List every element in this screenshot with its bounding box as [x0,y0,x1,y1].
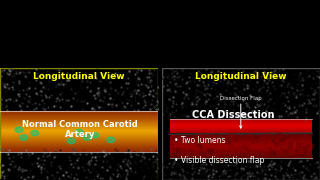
Bar [0,127,158,128]
Bar [170,137,312,138]
Bar [170,119,312,120]
Bar [0,121,158,122]
Bar [170,130,312,131]
Text: • Two lumens: • Two lumens [174,136,226,145]
Bar [170,148,312,149]
Bar [170,144,312,145]
Bar [170,146,312,147]
Bar [170,120,312,121]
Bar [0,148,158,149]
Bar [0,131,158,132]
Bar [170,132,312,133]
Bar [0,138,158,139]
Bar [0,150,158,151]
Text: Normal Common Carotid
Artery: Normal Common Carotid Artery [22,120,138,139]
Bar [170,126,312,127]
Bar [0,146,158,147]
Bar [0,128,158,129]
Bar [170,123,312,124]
Bar [0,132,158,133]
Bar [170,150,312,151]
Bar [0,179,158,180]
Bar [170,135,312,136]
Bar [170,143,312,144]
Bar [0,112,158,113]
Text: Longitudinal View: Longitudinal View [33,72,125,81]
Bar [170,157,312,158]
Circle shape [31,130,39,136]
Bar [170,152,312,153]
Bar [0,139,158,140]
Bar [170,136,312,137]
Bar [0,151,158,152]
Bar [170,129,312,130]
Circle shape [83,135,91,140]
Bar [170,128,312,129]
Bar [170,138,312,139]
Bar [0,130,158,131]
Text: Dissection Flap: Dissection Flap [220,96,262,128]
Bar [0,114,158,115]
Bar [0,126,158,127]
Bar [0,136,158,137]
Bar [0,129,158,130]
Bar [170,122,312,123]
Bar [170,153,312,154]
Bar [0,144,158,145]
Bar [0,140,158,141]
Text: • Visible dissection flap: • Visible dissection flap [174,156,265,165]
Bar [0,149,158,150]
Bar [0,125,158,126]
Bar [170,131,312,132]
Circle shape [107,137,115,143]
Circle shape [20,135,28,140]
Bar [0,134,158,135]
Bar [0,122,158,123]
Bar [0,124,158,125]
Bar [170,127,312,128]
Text: Longitudinal View: Longitudinal View [195,72,287,81]
Bar [170,147,312,148]
Bar [170,156,312,157]
Bar [170,121,312,122]
Bar [170,151,312,152]
Bar [0,116,158,117]
Bar [0,119,158,120]
Bar [170,124,312,125]
Bar [170,154,312,155]
Bar [0,118,158,119]
Bar [0,141,158,142]
Circle shape [67,138,75,144]
Bar [170,139,312,140]
Text: CCA Dissection: CCA Dissection [192,110,275,120]
Bar [0,117,158,118]
Bar [170,155,312,156]
Bar [170,142,312,143]
Bar [0,145,158,146]
Bar [170,145,312,146]
Bar [0,142,158,143]
Bar [0,113,158,114]
Bar [170,125,312,126]
Bar [0,147,158,148]
Bar [0,133,158,134]
Circle shape [75,129,83,135]
Bar [0,137,158,138]
Bar [0,123,158,124]
Circle shape [91,132,99,138]
Circle shape [15,127,23,132]
Bar [170,134,312,135]
Bar [0,135,158,136]
Bar [170,141,312,142]
Bar [0,115,158,116]
Bar [170,149,312,150]
Bar [0,111,158,112]
Bar [170,140,312,141]
Bar [0,143,158,144]
Bar [0,120,158,121]
